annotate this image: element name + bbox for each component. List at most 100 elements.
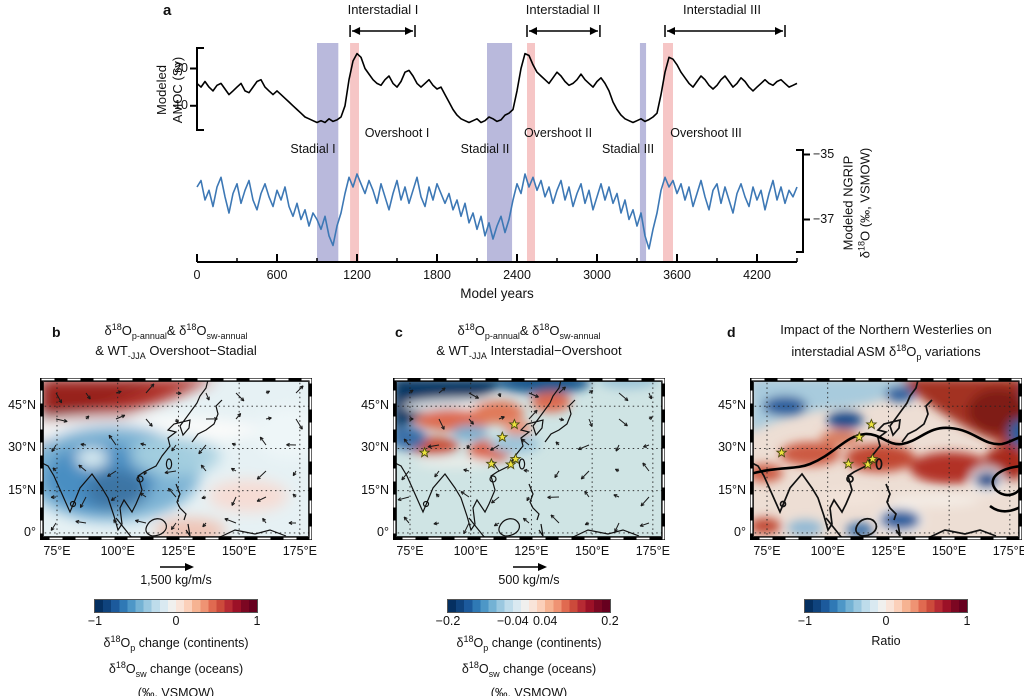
cave-star bbox=[509, 452, 522, 465]
colorbar-caption: δ18Op change (continents) bbox=[103, 634, 249, 653]
amoc-axis bbox=[190, 47, 204, 131]
cave-star bbox=[775, 446, 788, 458]
map-frame bbox=[40, 378, 312, 540]
lon-tick-label: 150°E bbox=[222, 544, 257, 558]
map-decorations bbox=[397, 386, 653, 535]
cave-star bbox=[865, 418, 878, 430]
x-tick-label: 3600 bbox=[663, 268, 691, 282]
panel-b: b δ18Op-annual& δ18Osw-annual & WT-JJA O… bbox=[0, 315, 345, 696]
x-tick-label: 3000 bbox=[583, 268, 611, 282]
colorbar-b-gradient: −1 0 1 bbox=[88, 599, 260, 628]
lon-tick-label: 100°E bbox=[453, 544, 488, 558]
vector-scale-c-label: 500 kg/m/s bbox=[498, 573, 560, 587]
x-tick-label: 4200 bbox=[743, 268, 771, 282]
map-c-canvas bbox=[393, 378, 665, 540]
x-tick-label: 1200 bbox=[343, 268, 371, 282]
panel-c-title-line2: & WT-JJA Interstadial−Overshoot bbox=[436, 343, 622, 361]
colorbar-d: −1 0 1 Ratio bbox=[750, 599, 1022, 648]
anomaly-field bbox=[40, 378, 312, 540]
overshoot-band bbox=[527, 43, 535, 262]
overshoot-2-label: Overshoot II bbox=[523, 126, 593, 140]
colorbar-tick-label: 1 bbox=[963, 614, 971, 628]
lon-tick-label: 75°E bbox=[396, 544, 424, 558]
colorbar-tick-label: 1 bbox=[253, 614, 261, 628]
interstadial-arrow bbox=[664, 25, 786, 37]
panel-b-label: b bbox=[52, 324, 61, 340]
colorbar-tick-label: 0.04 bbox=[533, 614, 558, 628]
amoc-tick-label: 10 bbox=[174, 97, 188, 112]
colorbar-tick-label: 0 bbox=[882, 614, 890, 628]
right-arrow-icon bbox=[513, 563, 547, 571]
lon-tick-label: 175°E bbox=[635, 544, 670, 558]
lon-tick-label: 150°E bbox=[932, 544, 967, 558]
panel-b-title-line2: & WT-JJA Overshoot−Stadial bbox=[95, 343, 257, 361]
interstadial-arrow bbox=[526, 25, 601, 37]
stadial-band bbox=[639, 43, 647, 262]
lon-tick-label: 75°E bbox=[753, 544, 781, 558]
lon-tick-label: 75°E bbox=[43, 544, 71, 558]
colorbar-tick-label: 0 bbox=[172, 614, 180, 628]
map-decorations bbox=[50, 383, 304, 531]
ngrip-tick-label: −37 bbox=[813, 211, 835, 226]
stadial-1-label: Stadial I bbox=[290, 142, 336, 156]
overshoot-band bbox=[350, 43, 359, 262]
wind-arrows bbox=[50, 383, 304, 531]
lon-tick-label: 175°E bbox=[282, 544, 317, 558]
colorbar-c: −0.2 −0.04 0.04 0.2 δ18Op change (continent… bbox=[393, 599, 665, 696]
map-frame bbox=[750, 378, 1022, 540]
overshoot-3-label: Overshoot III bbox=[670, 126, 742, 140]
panel-b-title-line1: δ18Op-annual& δ18Osw-annual bbox=[104, 322, 248, 341]
lon-tick-label: 100°E bbox=[100, 544, 135, 558]
lat-tick-label: 15°N bbox=[8, 482, 36, 497]
amoc-curve bbox=[196, 52, 798, 124]
x-tick-label: 1800 bbox=[423, 268, 451, 282]
lat-tick-label: 45°N bbox=[718, 398, 746, 413]
panel-c-label: c bbox=[395, 324, 403, 340]
cave-star bbox=[866, 452, 879, 465]
cave-star bbox=[861, 458, 874, 470]
cave-star bbox=[842, 457, 855, 469]
colorbar-caption: Ratio bbox=[871, 634, 901, 648]
colorbar-caption: δ18Osw change (oceans) bbox=[108, 660, 244, 679]
graticule bbox=[393, 378, 665, 540]
ngrip-axis bbox=[796, 149, 810, 253]
x-axis bbox=[196, 254, 798, 263]
lat-tick-label: 0° bbox=[24, 524, 36, 539]
lon-tick-label: 125°E bbox=[871, 544, 906, 558]
ngrip-curve bbox=[196, 173, 798, 250]
lat-tick-label: 45°N bbox=[8, 398, 36, 413]
colorbar-tick-label: −0.2 bbox=[435, 614, 461, 628]
panel-c: c δ18Op-annual& δ18Osw-annual & WT-JJA I… bbox=[350, 315, 684, 696]
map-b-canvas bbox=[40, 378, 312, 540]
lat-tick-label: 15°N bbox=[361, 482, 389, 497]
vector-scale-b: 1,500 kg/m/s bbox=[40, 561, 312, 587]
colorbar-tick-label: 0.2 bbox=[601, 614, 619, 628]
interstadial-3-label: Interstadial III bbox=[682, 2, 762, 17]
colorbar-b: −1 0 1 δ18Op change (continents) δ18Osw cha… bbox=[40, 599, 312, 696]
colorbar-d-gradient: −1 0 1 bbox=[798, 599, 970, 628]
right-arrow-icon bbox=[160, 563, 194, 571]
lat-tick-label: 30°N bbox=[718, 440, 746, 455]
stadial-3-label: Stadial III bbox=[601, 142, 655, 156]
colorbar-caption: (‰, VSMOW) bbox=[490, 686, 568, 696]
colorbar-caption: δ18Osw change (oceans) bbox=[461, 660, 597, 679]
ngrip-axis-label: Modeled NGRIP δ18O (‰, VSMOW) bbox=[840, 147, 873, 259]
panel-a: a Interstadial I Interstadial II Interst… bbox=[0, 0, 1024, 312]
panel-a-label: a bbox=[163, 2, 172, 19]
wind-arrows bbox=[397, 386, 653, 535]
panel-b-title: δ18Op-annual& δ18Osw-annual & WT-JJA Ove… bbox=[40, 315, 312, 375]
interstadial-arrow bbox=[349, 25, 416, 37]
lon-tick-label: 125°E bbox=[514, 544, 549, 558]
lat-tick-label: 0° bbox=[734, 524, 746, 539]
cave-star bbox=[496, 431, 509, 443]
cave-star bbox=[504, 458, 517, 470]
map-decorations bbox=[775, 418, 879, 470]
lon-tick-label: 100°E bbox=[810, 544, 845, 558]
x-tick-label: 2400 bbox=[503, 268, 531, 282]
lat-tick-label: 15°N bbox=[718, 482, 746, 497]
x-tick-label: 600 bbox=[266, 268, 288, 282]
interstadial-2-label: Interstadial II bbox=[525, 2, 601, 17]
colorbar-tick-label: −1 bbox=[797, 614, 813, 628]
x-tick-label: 0 bbox=[193, 268, 201, 282]
